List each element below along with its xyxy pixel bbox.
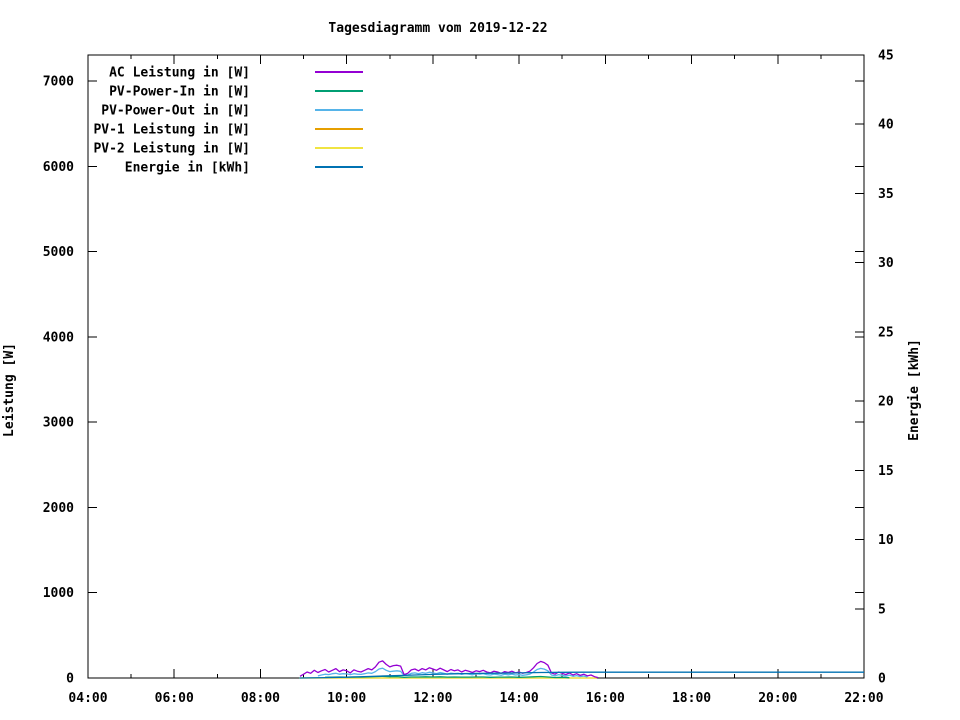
y-right-axis-label: Energie [kWh] [907, 339, 922, 441]
y-left-tick-label: 2000 [43, 501, 74, 516]
y-right-tick-label: 35 [878, 187, 894, 202]
x-tick-label: 14:00 [500, 691, 539, 706]
legend-label: PV-2 Leistung in [W] [93, 142, 250, 157]
y-right-tick-label: 30 [878, 256, 894, 271]
y-left-tick-label: 3000 [43, 416, 74, 431]
series-line-ac-leistung-in-w [299, 660, 599, 679]
y-right-tick-label: 20 [878, 395, 894, 410]
y-left-tick-label: 6000 [43, 160, 74, 175]
x-tick-label: 04:00 [68, 691, 107, 706]
legend: AC Leistung in [W] PV-Power-In in [W] PV-P… [93, 66, 363, 176]
axis-ticks [87, 54, 865, 679]
x-tick-label: 22:00 [844, 691, 883, 706]
y-right-tick-label: 25 [878, 325, 894, 340]
y-left-tick-label: 7000 [43, 75, 74, 90]
x-tick-label: 20:00 [758, 691, 797, 706]
legend-label: Energie in [kWh] [125, 161, 250, 176]
x-tick-label: 10:00 [327, 691, 366, 706]
x-tick-label: 18:00 [672, 691, 711, 706]
y-left-tick-label: 0 [66, 672, 74, 687]
y-right-tick-label: 10 [878, 533, 894, 548]
y-right-tick-label: 5 [878, 602, 886, 617]
legend-label: PV-1 Leistung in [W] [93, 123, 250, 138]
y-left-tick-label: 1000 [43, 586, 74, 601]
y-right-tick-label: 15 [878, 464, 894, 479]
y-left-tick-label: 5000 [43, 245, 74, 260]
y-right-tick-label: 0 [878, 672, 886, 687]
y-left-axis-label: Leistung [W] [2, 343, 17, 437]
data-series [299, 660, 864, 679]
legend-label: PV-Power-In in [W] [109, 85, 250, 100]
x-tick-label: 12:00 [413, 691, 452, 706]
legend-label: PV-Power-Out in [W] [101, 104, 250, 119]
legend-label: AC Leistung in [W] [109, 66, 250, 81]
x-tick-label: 06:00 [155, 691, 194, 706]
y-left-tick-label: 4000 [43, 330, 74, 345]
y-right-tick-label: 40 [878, 118, 894, 133]
x-tick-label: 16:00 [586, 691, 625, 706]
y-right-tick-label: 45 [878, 49, 894, 64]
axis-tick-labels: 04:00 06:00 08:00 10:00 12:00 14:00 16:00 18:00… [43, 49, 894, 707]
series-line-energie-in-kwh [299, 671, 864, 679]
x-tick-label: 08:00 [241, 691, 280, 706]
chart-title: Tagesdiagramm vom 2019-12-22 [328, 21, 547, 36]
